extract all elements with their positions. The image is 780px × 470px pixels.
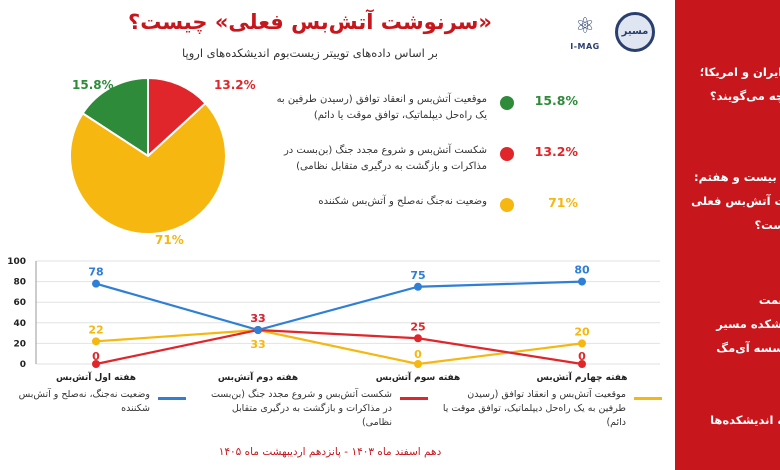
data-label: 25 (410, 320, 425, 333)
brain-icon: ⚛ (575, 14, 595, 39)
data-label: 33 (250, 312, 265, 325)
data-label: 0 (414, 348, 422, 361)
sidebar-line: اره بیست و هفتم: (694, 170, 780, 184)
data-label: 20 (574, 325, 590, 338)
pie-slice-war (147, 76, 207, 159)
x-tick-label: هفته دوم آتش‌بس (218, 371, 298, 383)
data-point (92, 360, 100, 368)
y-tick-label: 0 (20, 360, 26, 370)
masir-seal-logo: مسیر (615, 12, 655, 52)
series-line (95, 328, 583, 366)
series-line (95, 280, 583, 332)
line-chart: 0 20 40 60 80 100 هفته اول آتش‌بس هفته دوم آتش‌… (7, 257, 660, 383)
date-range-footer: دهم اسفند ماه ۱۴۰۳ - پانزدهم اردیبهشت ما… (218, 446, 442, 458)
sidebar-text-2: اره بیست و هفتم: شت آتش‌بس فعلی چیست؟ (675, 165, 780, 237)
y-tick-label: 60 (13, 298, 26, 308)
bottom-legend-label: موقعیت آتش‌بس و انعقاد توافق (رسیدن طرفی… (442, 389, 626, 428)
page-subtitle: بر اساس داده‌های توییتر زیست‌بوم اندیشکد… (182, 46, 438, 60)
sidebar-line: معه اندیشکده‌ها (710, 413, 780, 427)
legend-row-fragile: وضعیت نه‌جنگ نه‌صلح و آتش‌بس شکننده 71% (275, 194, 635, 234)
data-point (578, 277, 586, 286)
pie-label-green: 15.8% (72, 78, 114, 92)
legend-swatch-red (500, 147, 514, 161)
logo-caption: I-MAG (570, 42, 600, 51)
sidebar-line: ندیشکده مسیر (716, 317, 780, 331)
data-point (92, 279, 100, 288)
x-tick-label: هفته اول آتش‌بس (56, 371, 136, 383)
pie-slice-fragile (69, 101, 227, 235)
sidebar-text-3: به‌همت ندیشکده مسیر مؤسسه آی‌مگ (675, 288, 780, 360)
legend-label: وضعیت نه‌جنگ نه‌صلح و آتش‌بس شکننده (318, 196, 487, 207)
series-line (95, 328, 583, 366)
legend-value: 15.8% (534, 93, 578, 108)
data-label: 0 (92, 350, 100, 363)
sidebar-text-4: معه اندیشکده‌ها (675, 408, 780, 432)
data-point (92, 337, 100, 346)
legend-swatch-green (500, 96, 514, 110)
pie-label-red: 13.2% (214, 78, 256, 92)
bottom-legend-blue: وضعیت نه‌جنگ، نه‌صلح و آتش‌بس شکننده (10, 388, 190, 428)
legend-line-orange (634, 397, 662, 400)
sidebar-text-1: ک ایران و امریکا؛ اد چه می‌گویند؟ (675, 60, 780, 108)
data-label: 22 (88, 323, 103, 336)
x-tick-label: هفته چهارم آتش‌بس (537, 371, 628, 383)
data-point (578, 339, 586, 348)
data-point (414, 282, 422, 291)
x-tick-label: هفته سوم آتش‌بس (376, 371, 461, 383)
y-tick-label: 80 (13, 278, 26, 288)
data-point (254, 326, 262, 335)
page-title: «سرنوشت آتش‌بس فعلی» چیست؟ (128, 10, 492, 34)
bottom-legend-orange: موقعیت آتش‌بس و انعقاد توافق (رسیدن طرفی… (440, 388, 665, 428)
bottom-legend-label: شکست آتش‌بس و شروع مجدد جنگ (بن‌بست در م… (210, 389, 392, 428)
sidebar-line: مؤسسه آی‌مگ (716, 341, 780, 355)
data-label: 80 (574, 264, 590, 277)
data-point (578, 360, 586, 368)
legend-row-war: شکست آتش‌بس و شروع مجدد جنگ (بن‌بست در م… (275, 143, 635, 183)
legend-label: شکست آتش‌بس و شروع مجدد جنگ (بن‌بست در م… (283, 145, 487, 172)
sidebar-line: چیست؟ (754, 218, 780, 232)
bottom-legend-label: وضعیت نه‌جنگ، نه‌صلح و آتش‌بس شکننده (18, 389, 150, 414)
legend-swatch-orange (500, 198, 514, 212)
pie-slice-agreement (81, 76, 149, 158)
data-label: 78 (88, 266, 103, 279)
data-point (414, 360, 422, 368)
legend-value: 71% (548, 195, 578, 210)
legend-row-agreement: موقعیت آتش‌بس و انعقاد توافق (رسیدن طرفی… (275, 92, 635, 132)
sidebar-line: ک ایران و امریکا؛ (699, 65, 780, 79)
sidebar-line: شت آتش‌بس فعلی (691, 194, 780, 208)
data-point (414, 334, 422, 343)
legend-value: 13.2% (534, 144, 578, 159)
data-label: 33 (250, 312, 265, 325)
legend-line-blue (158, 397, 186, 400)
sidebar-line: به‌همت (758, 293, 780, 307)
data-label: 75 (410, 269, 425, 282)
bottom-legend-red: شکست آتش‌بس و شروع مجدد جنگ (بن‌بست در م… (210, 388, 430, 428)
pie-label-orange: 71% (155, 233, 184, 247)
legend-label: موقعیت آتش‌بس و انعقاد توافق (رسیدن طرفی… (276, 94, 487, 121)
sidebar-line: اد چه می‌گویند؟ (709, 89, 780, 103)
y-tick-label: 40 (13, 319, 26, 329)
pie-chart (69, 76, 227, 235)
side-panel: ک ایران و امریکا؛ اد چه می‌گویند؟ اره بی… (675, 0, 780, 470)
data-label: 0 (578, 350, 586, 363)
y-tick-label: 100 (7, 257, 26, 267)
data-label: 33 (250, 338, 265, 351)
imag-logo: ⚛ I-MAG (567, 12, 603, 58)
legend-line-red (400, 397, 428, 400)
y-tick-label: 20 (13, 339, 26, 349)
